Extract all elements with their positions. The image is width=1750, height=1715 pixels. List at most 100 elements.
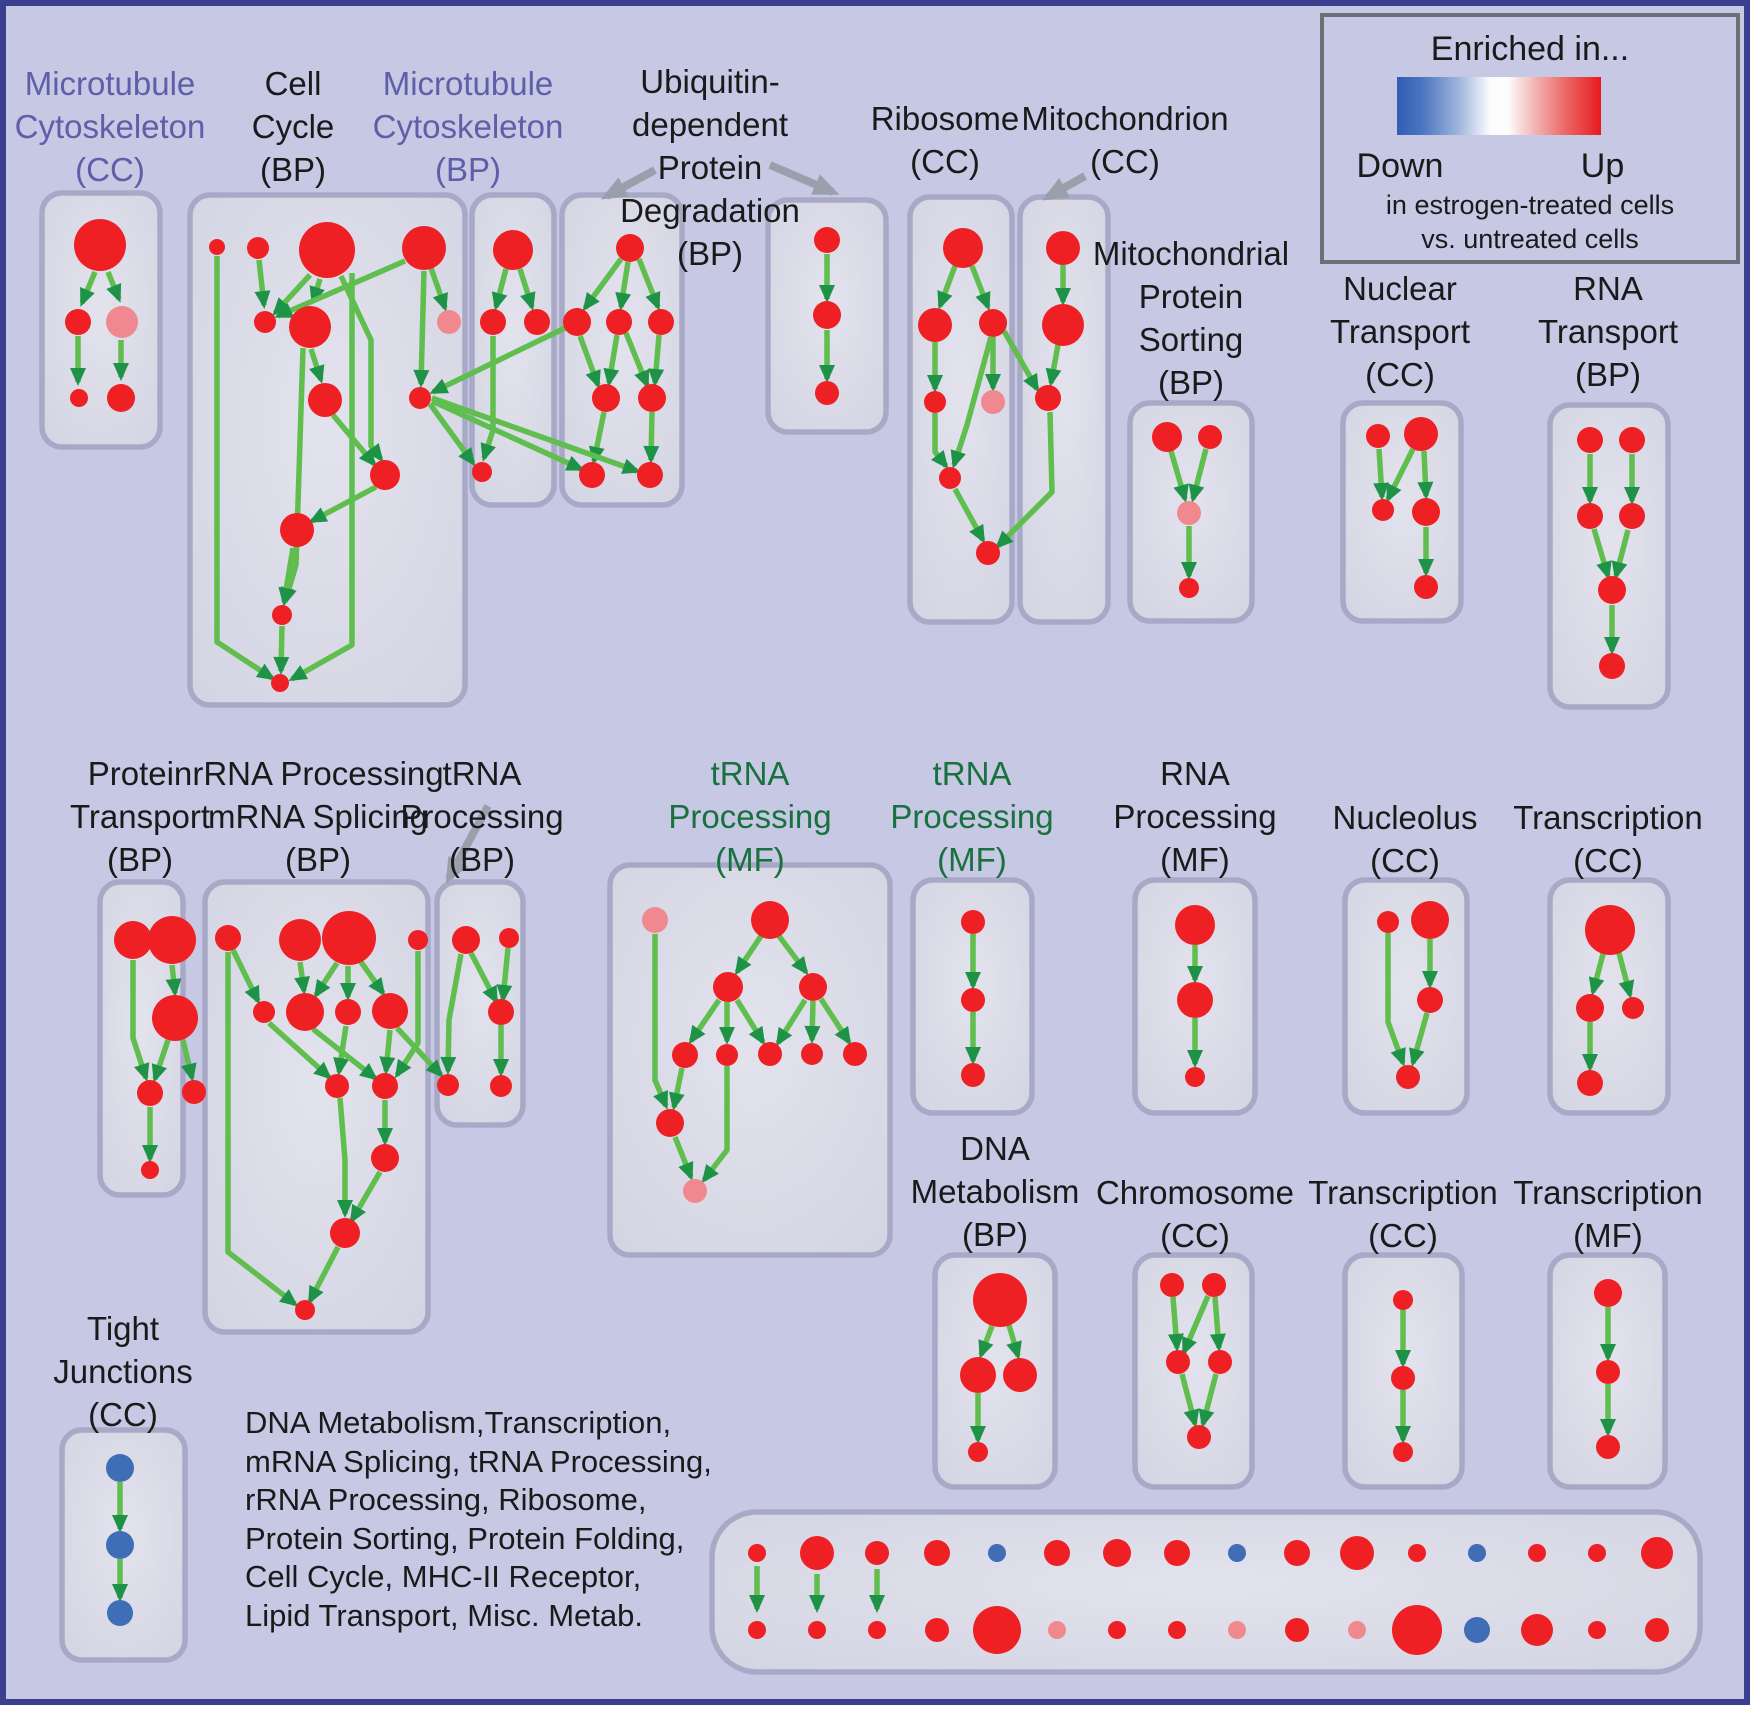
edge-trna-mf-big [688,998,722,1045]
gene-node-red [480,309,506,335]
gene-node-blue [988,1544,1006,1562]
gene-node-red [299,222,355,278]
gene-node-red [286,993,324,1031]
edge-cell-cycle [428,267,448,312]
edge-cell-cycle [254,259,271,309]
gene-node-red [672,1042,698,1068]
gene-node-red [961,1063,985,1087]
edge-microtubule-bp [491,268,509,311]
gene-node-red [815,381,839,405]
gene-node-red [1175,905,1215,945]
edge-ribosome [969,265,991,311]
gene-node-red [114,921,152,959]
gene-node-red [372,993,408,1029]
gene-node-red [865,1541,889,1565]
gene-node-red [1577,1070,1603,1096]
gene-node-red [751,901,789,939]
gene-node-red [1577,503,1603,529]
gene-node-pink [642,907,668,933]
gene-node-red [65,309,91,335]
gene-node-red [1599,653,1625,679]
gene-node-red [1366,424,1390,448]
gene-node-pink [437,310,461,334]
edge-trna-mf-big [672,1135,694,1181]
gene-node-red [563,308,591,336]
gene-node-red [813,301,841,329]
gene-node-red [182,1080,206,1104]
cluster-box-transcription-cc-mid [1547,877,1671,1116]
gene-node-red [1168,1621,1186,1639]
gene-node-red [452,926,480,954]
gene-node-red [1108,1621,1126,1639]
gene-node-red [253,1001,275,1023]
gene-node-red [1577,427,1603,453]
gene-node-red [1641,1537,1673,1569]
gene-node-red [638,384,666,412]
edge-ubiquitin-left [615,261,632,311]
gene-node-red [616,234,644,262]
edge-rrna-mrna [267,1020,332,1080]
edge-dna-metabolism [978,1325,995,1359]
gene-node-red [637,462,663,488]
gene-node-red [370,460,400,490]
gene-node-red [1377,911,1399,933]
gene-node-red [1103,1539,1131,1567]
edge-trna-mf-big [668,1067,685,1111]
cluster-label-rrna-mrna: rRNA Processing mRNA Splicing (BP) [192,755,443,878]
edge-cross-cluster [431,395,641,474]
gene-node-red [325,1074,349,1098]
gene-node-pink [1177,501,1201,525]
edge-nuclear-transport [1417,450,1434,500]
edge-cross-cluster [394,1026,444,1078]
gene-node-red [70,389,88,407]
gene-node-red [254,311,276,333]
gene-node-red [973,1606,1021,1654]
cluster-label-dna-metabolism: DNA Metabolism (BP) [911,1130,1080,1253]
gene-node-red [295,1300,315,1320]
edge-transcription-cc-mid [1616,952,1635,999]
gene-node-red [1645,1618,1669,1642]
gene-node-red [924,391,946,413]
gene-node-red [1521,1614,1553,1646]
gene-node-red [330,1218,360,1248]
gene-node-red [1340,1536,1374,1570]
edge-nucleolus [1385,933,1406,1067]
cluster-label-transcription-cc-mid: Transcription (CC) [1513,799,1703,879]
gene-node-red [1164,1540,1190,1566]
gene-node-red [107,384,135,412]
edge-ubiquitin-left [648,334,665,387]
gene-node-red [215,925,241,951]
gene-node-red [716,1044,738,1066]
gene-node-red [968,1442,988,1462]
cluster-label-ribosome: Ribosome (CC) [871,100,1020,180]
edge-cross-cluster [1001,329,1040,393]
edge-rrna-mrna [294,961,311,995]
gene-node-blue [106,1531,134,1559]
gene-node-red [579,462,605,488]
gene-node-red [488,999,514,1025]
edge-dna-metabolism [1006,1324,1022,1360]
cluster-box-rna-transport [1547,402,1671,710]
cluster-label-mito-protein-sorting: Mitochondrial Protein Sorting (BP) [1093,235,1289,401]
gene-node-red [1198,425,1222,449]
cluster-label-rna-processing-mf: RNA Processing (MF) [1113,755,1276,878]
gene-node-red [1594,1279,1622,1307]
gene-node-red [713,972,743,1002]
cluster-box-misc-strip [709,1509,1703,1675]
edge-rrna-mrna [349,1170,383,1224]
cluster-label-trna-mf-2: tRNA Processing (MF) [890,755,1053,878]
edge-cell-cycle [413,270,430,388]
gene-node-red [1044,1540,1070,1566]
edge-trna-bp [468,951,499,1005]
edge-protein-transport [130,960,150,1082]
gene-node-red [1187,1425,1211,1449]
gene-node-red [1391,1366,1415,1390]
edge-mitochondrion [995,411,1055,549]
gene-node-red [918,308,952,342]
gene-node-red [1392,1605,1442,1655]
gene-node-red [1404,417,1438,451]
edge-cell-cycle [273,625,290,675]
edge-cell-cycle [308,484,378,524]
cluster-label-nuclear-transport: Nuclear Transport (CC) [1330,270,1470,393]
gene-node-red [1177,982,1213,1018]
